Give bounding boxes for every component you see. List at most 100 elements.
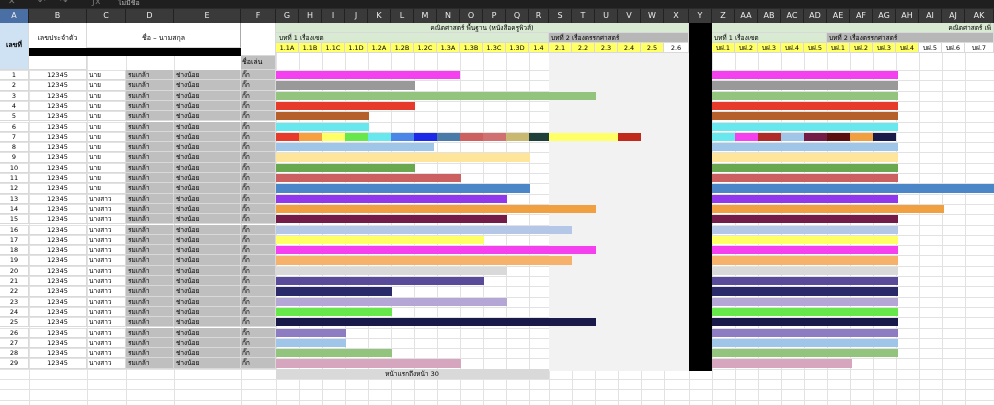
progress-bar — [276, 194, 507, 203]
row-last: ช่างน้อย — [174, 193, 241, 204]
column-header-aj[interactable]: AJ — [942, 9, 965, 23]
column-header-ac[interactable]: AC — [781, 9, 804, 23]
column-header-c[interactable]: C — [87, 9, 126, 23]
column-header-k[interactable]: K — [368, 9, 391, 23]
row-prefix: นางสาว — [87, 337, 126, 349]
grid-line-h — [0, 306, 994, 308]
row-nick: กั๊ก — [241, 255, 276, 266]
progress-segment-right — [712, 132, 735, 142]
row-nick: กั๊ก — [241, 327, 276, 338]
column-header-q[interactable]: Q — [506, 9, 529, 23]
undo-icon[interactable]: ↶ — [38, 0, 46, 7]
column-header-d[interactable]: D — [126, 9, 174, 23]
lesson2-header: บฝ.4 — [781, 43, 804, 53]
progress-bar — [276, 163, 415, 172]
grid-line-v — [391, 23, 392, 405]
row-prefix: นางสาว — [87, 327, 126, 338]
progress-bar — [276, 349, 392, 358]
progress-segment — [549, 132, 618, 142]
row-nick: กั๊ก — [241, 111, 276, 122]
column-header-t[interactable]: T — [572, 9, 595, 23]
lesson2-header: บฝ.2 — [735, 43, 758, 53]
column-header-e[interactable]: E — [174, 9, 241, 23]
progress-bar-right — [712, 359, 852, 368]
column-header-o[interactable]: O — [460, 9, 483, 23]
lesson-header: 1.1D — [345, 43, 368, 53]
progress-segment — [483, 132, 506, 142]
column-header-x[interactable]: X — [664, 9, 689, 23]
progress-segment-right — [781, 132, 804, 142]
column-header-ag[interactable]: AG — [873, 9, 896, 23]
column-header-i[interactable]: I — [322, 9, 345, 23]
lesson2-header: บฝ.5 — [919, 43, 942, 53]
row-first: รมเกล้า — [126, 306, 174, 318]
row-prefix: นาย — [87, 121, 126, 132]
column-header-ai[interactable]: AI — [919, 9, 942, 23]
row-no: 11 — [0, 173, 29, 184]
unit1b-label: บทที่ 1 เรื่องเซต — [712, 33, 827, 43]
row-nick: กั๊ก — [241, 348, 276, 359]
column-header-w[interactable]: W — [641, 9, 664, 23]
column-header-u[interactable]: U — [595, 9, 618, 23]
redo-icon[interactable]: ↷ — [60, 0, 68, 7]
column-header-s[interactable]: S — [549, 9, 572, 23]
column-header-f[interactable]: F — [241, 9, 276, 23]
column-header-y[interactable]: Y — [689, 9, 712, 23]
spreadsheet-grid[interactable]: A B C D E F G H I J K L M N O P Q R S T U V W X Y Z AA AB AC AD AE AF AG… — [0, 9, 994, 405]
row-no: 22 — [0, 286, 29, 297]
row-prefix: นางสาว — [87, 265, 126, 276]
row-first: รมเกล้า — [126, 234, 174, 246]
row-id: 12345 — [29, 224, 87, 235]
row-id: 12345 — [29, 183, 87, 194]
row-nick: กั๊ก — [241, 296, 276, 307]
row-id: 12345 — [29, 70, 87, 81]
progress-segment-right — [804, 132, 827, 142]
row-first: รมเกล้า — [126, 245, 174, 256]
column-header-z[interactable]: Z — [712, 9, 735, 23]
column-header-p[interactable]: P — [483, 9, 506, 23]
progress-bar — [276, 204, 596, 214]
row-nick: กั๊ก — [241, 265, 276, 276]
column-header-aa[interactable]: AA — [735, 9, 758, 23]
lesson-header: 1.3D — [506, 43, 529, 53]
column-header-l[interactable]: L — [391, 9, 414, 23]
progress-bar-right — [712, 338, 898, 348]
row-id: 12345 — [29, 162, 87, 173]
row-last: ช่างน้อย — [174, 121, 241, 132]
column-header-v[interactable]: V — [618, 9, 641, 23]
column-header-ab[interactable]: AB — [758, 9, 781, 23]
lesson-header: 2.3 — [595, 43, 618, 53]
row-nick: กั๊ก — [241, 193, 276, 204]
column-header-n[interactable]: N — [437, 9, 460, 23]
row-last: ช่างน้อย — [174, 70, 241, 81]
grid-line-v — [850, 23, 851, 405]
column-header-g[interactable]: G — [276, 9, 299, 23]
progress-bar-right — [712, 287, 898, 296]
progress-segment — [414, 132, 437, 142]
row-nick: กั๊ก — [241, 203, 276, 215]
progress-bar-right — [712, 174, 898, 183]
row-nick: กั๊ก — [241, 142, 276, 153]
row-first: รมเกล้า — [126, 348, 174, 359]
row-no: 12 — [0, 183, 29, 194]
row-prefix: นาย — [87, 100, 126, 112]
row-prefix: นาย — [87, 162, 126, 173]
column-header-ah[interactable]: AH — [896, 9, 919, 23]
column-header-a[interactable]: A — [0, 9, 29, 23]
column-header-ak[interactable]: AK — [965, 9, 994, 23]
column-header-ad[interactable]: AD — [804, 9, 827, 23]
grid-line-h — [0, 121, 994, 123]
lesson-header: 1.2B — [391, 43, 414, 53]
column-header-ae[interactable]: AE — [827, 9, 850, 23]
column-header-m[interactable]: M — [414, 9, 437, 23]
column-header-j[interactable]: J — [345, 9, 368, 23]
grid-line-v — [942, 23, 943, 405]
column-header-h[interactable]: H — [299, 9, 322, 23]
progress-segment — [276, 132, 299, 142]
row-last: ช่างน้อย — [174, 255, 241, 266]
grid-line-h — [0, 348, 994, 350]
column-header-af[interactable]: AF — [850, 9, 873, 23]
column-header-r[interactable]: R — [529, 9, 549, 23]
close-icon[interactable]: ✕ — [8, 0, 16, 7]
column-header-b[interactable]: B — [29, 9, 87, 23]
